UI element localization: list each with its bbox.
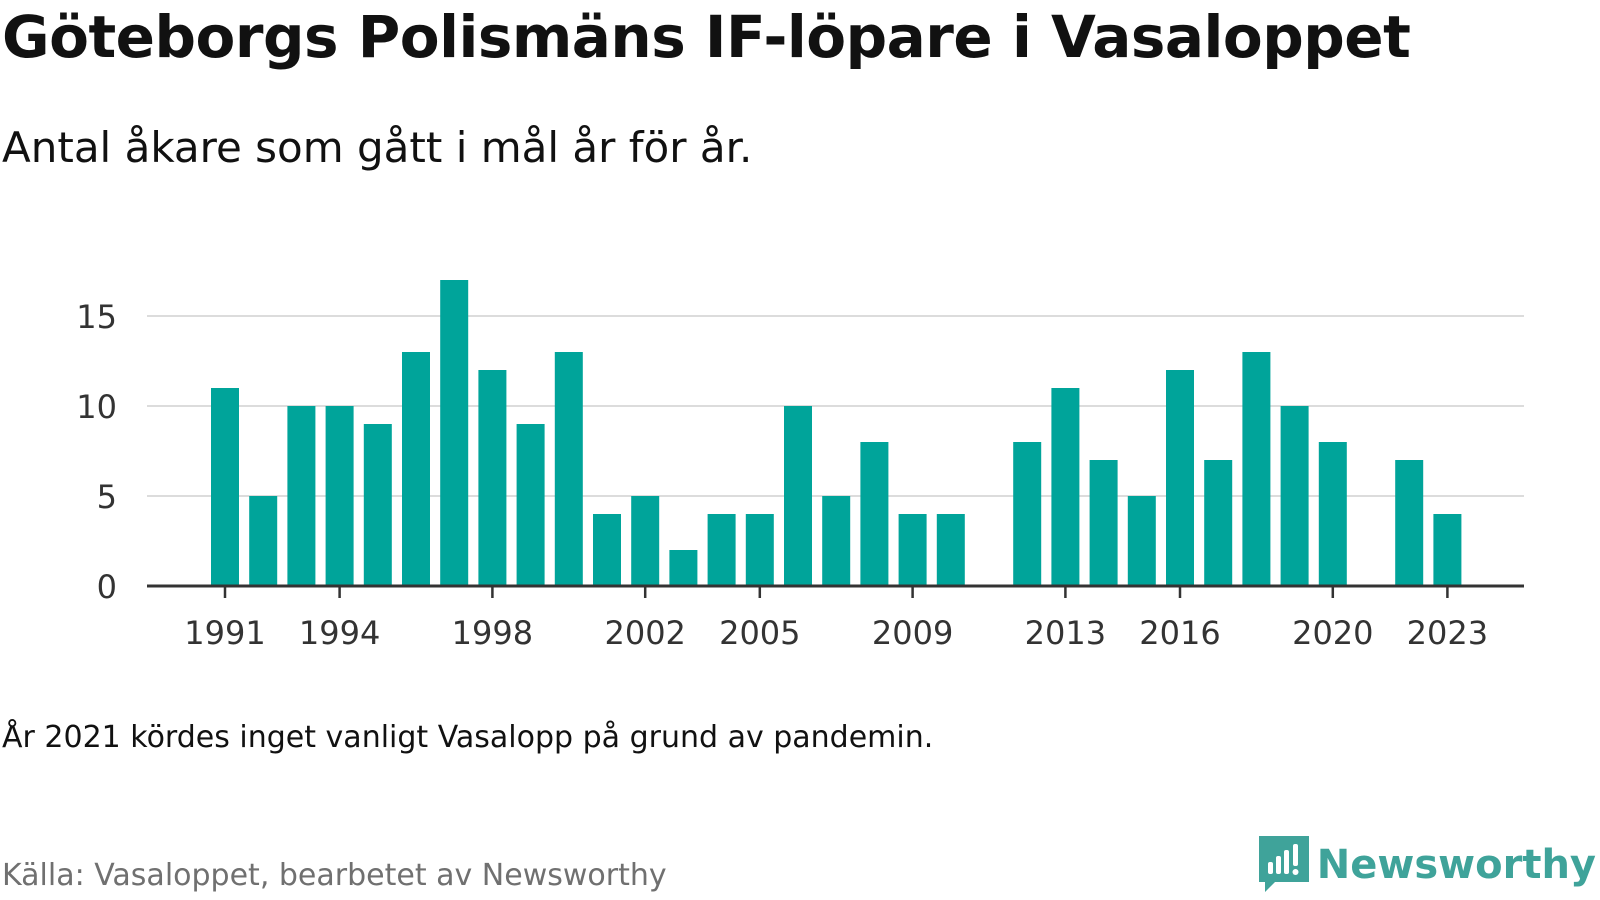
chart-note: År 2021 kördes inget vanligt Vasalopp på… <box>2 720 934 755</box>
y-tick-labels: 0 5 10 15 <box>76 298 117 606</box>
y-tick-label-0: 0 <box>97 568 117 606</box>
x-axis <box>147 584 1524 598</box>
y-tick-label-15: 15 <box>76 298 117 336</box>
bar-2016 <box>1166 370 1194 586</box>
bar-chart: 0 5 10 15 1991 1994 1998 2002 2005 2009 2013 2016 2… <box>76 280 1524 652</box>
chart-title: Göteborgs Polismäns IF-löpare i Vasalopp… <box>2 3 1411 71</box>
bar-2003 <box>669 550 698 586</box>
bar-2018 <box>1242 352 1271 586</box>
x-tick-label-1998: 1998 <box>452 614 533 652</box>
bar-2022 <box>1395 460 1424 586</box>
x-tick-label-2013: 2013 <box>1025 614 1106 652</box>
x-tick-label-2005: 2005 <box>719 614 800 652</box>
x-tick-label-2002: 2002 <box>604 614 685 652</box>
brand-name: Newsworthy <box>1316 842 1596 888</box>
bar-1998 <box>478 370 507 586</box>
bar-2001 <box>593 514 621 586</box>
bar-1994 <box>325 406 354 586</box>
bar-2010 <box>936 514 965 586</box>
bar-1995 <box>363 424 392 586</box>
bar-1999 <box>516 424 545 586</box>
x-tick-labels: 1991 1994 1998 2002 2005 2009 2013 2016 2020 2023 <box>184 614 1488 652</box>
bar-2012 <box>1013 442 1042 586</box>
bar-2008 <box>860 442 889 586</box>
chart-subtitle: Antal åkare som gått i mål år för år. <box>2 123 753 172</box>
bar-1996 <box>402 352 430 586</box>
bar-1993 <box>287 406 316 586</box>
x-tick-label-2016: 2016 <box>1139 614 1220 652</box>
bar-2009 <box>898 514 927 586</box>
x-tick-label-2020: 2020 <box>1292 614 1373 652</box>
bar-1997 <box>440 280 469 586</box>
bar-2002 <box>631 496 660 586</box>
bar-1992 <box>249 496 278 586</box>
bar-2007 <box>822 496 851 586</box>
bar-2000 <box>554 352 583 586</box>
x-tick-label-1994: 1994 <box>299 614 380 652</box>
newsworthy-logo: Newsworthy <box>1258 836 1596 894</box>
bar-2019 <box>1280 406 1309 586</box>
bar-2015 <box>1127 496 1156 586</box>
y-tick-label-5: 5 <box>97 478 117 516</box>
bar-2017 <box>1204 460 1233 586</box>
x-tick-label-2023: 2023 <box>1407 614 1488 652</box>
bar-2014 <box>1089 460 1118 586</box>
x-tick-label-1991: 1991 <box>184 614 265 652</box>
newsworthy-logo-icon <box>1258 836 1309 892</box>
bar-1991 <box>211 388 239 586</box>
bar-2020 <box>1318 442 1347 586</box>
bar-2004 <box>707 514 736 586</box>
y-tick-label-10: 10 <box>76 388 117 426</box>
bar-2013 <box>1051 388 1080 586</box>
bar-2006 <box>784 406 812 586</box>
bar-2005 <box>745 514 774 586</box>
x-tick-label-2009: 2009 <box>872 614 953 652</box>
source-credit: Källa: Vasaloppet, bearbetet av Newswort… <box>2 858 667 893</box>
bars <box>211 280 1462 586</box>
bar-2023 <box>1433 514 1462 586</box>
